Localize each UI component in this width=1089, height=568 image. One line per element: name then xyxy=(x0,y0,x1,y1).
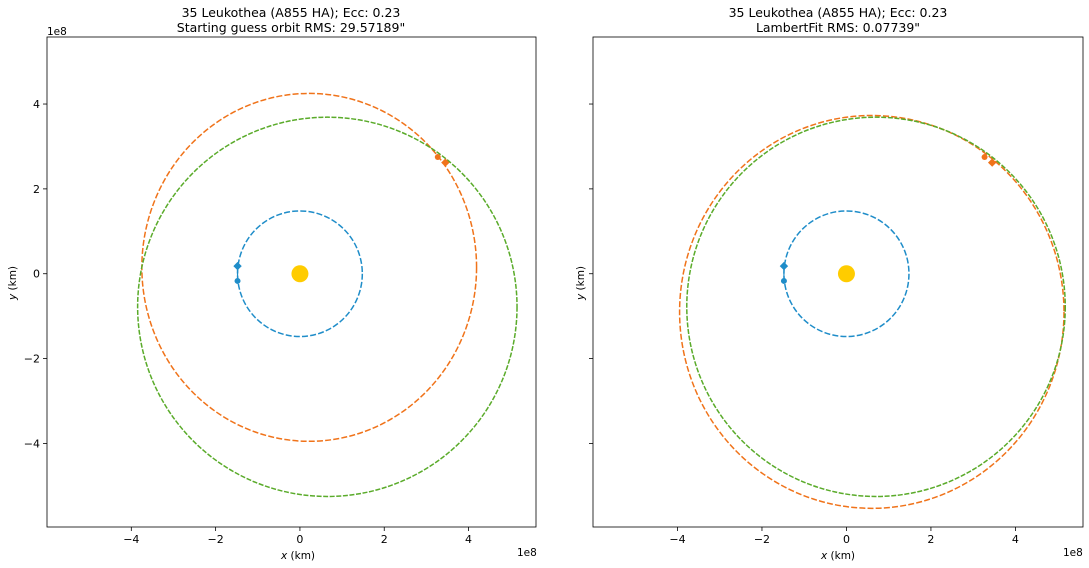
left-marker-earth-diamond-0 xyxy=(233,261,242,271)
right-x-axis-label: x (km) xyxy=(820,550,855,562)
left-x-tick-label: 2 xyxy=(381,533,388,546)
right-axes-frame xyxy=(592,36,1084,528)
left-sun-marker xyxy=(291,265,309,283)
left-y-tick-label: 2 xyxy=(33,183,40,196)
right-marker-earth-diamond-0 xyxy=(779,261,789,271)
right-x-tick-label: −4 xyxy=(669,533,685,546)
right-plot-area xyxy=(678,114,1067,510)
right-x-tick-label: 2 xyxy=(927,533,934,546)
left-y-axis-label: y (km) xyxy=(7,266,19,301)
right-sun-marker xyxy=(837,265,855,283)
left-plot-area xyxy=(136,92,518,498)
left-x-exponent: 1e8 xyxy=(517,547,537,559)
right-plot-panel: 35 Leukothea (A855 HA); Ecc: 0.23 Lamber… xyxy=(575,5,1084,562)
right-x-exponent: 1e8 xyxy=(1063,547,1083,559)
left-y-tick-label: 0 xyxy=(33,268,40,281)
left-y-tick-label: −4 xyxy=(24,437,40,450)
left-y-exponent: 1e8 xyxy=(47,26,67,38)
right-x-tick-label: 0 xyxy=(843,533,850,546)
right-orbit-truth xyxy=(686,116,1067,498)
left-plot-subtitle: Starting guess orbit RMS: 29.57189" xyxy=(177,20,405,35)
left-orbit-earth xyxy=(236,210,364,338)
right-plot-title: 35 Leukothea (A855 HA); Ecc: 0.23 xyxy=(729,5,948,20)
right-plot-subtitle: LambertFit RMS: 0.07739" xyxy=(756,20,920,35)
right-x-tick-label: 4 xyxy=(1012,533,1019,546)
left-x-tick-label: 4 xyxy=(465,533,472,546)
left-x-tick-label: −2 xyxy=(208,533,224,546)
right-marker-guess-diamond-3 xyxy=(987,158,997,167)
right-marker-guess-circle-2 xyxy=(981,154,988,161)
left-plot-panel: 35 Leukothea (A855 HA); Ecc: 0.23 Starti… xyxy=(7,5,537,562)
left-x-tick-label: 0 xyxy=(296,533,303,546)
right-y-axis-label: y (km) xyxy=(575,266,587,301)
right-marker-earth-circle-1 xyxy=(780,277,787,284)
right-x-tick-label: −2 xyxy=(754,533,770,546)
left-marker-guess-diamond-3 xyxy=(441,158,450,167)
left-x-axis-label: x (km) xyxy=(280,550,315,562)
left-plot-title: 35 Leukothea (A855 HA); Ecc: 0.23 xyxy=(182,5,401,20)
left-axes-frame xyxy=(46,36,537,528)
left-x-tick-label: −4 xyxy=(123,533,139,546)
left-marker-earth-circle-1 xyxy=(234,277,241,284)
left-orbit-truth xyxy=(136,116,518,498)
left-marker-guess-circle-2 xyxy=(434,154,441,161)
right-orbit-guess xyxy=(678,114,1065,510)
left-y-tick-label: −2 xyxy=(24,353,40,366)
left-y-tick-label: 4 xyxy=(33,98,40,111)
